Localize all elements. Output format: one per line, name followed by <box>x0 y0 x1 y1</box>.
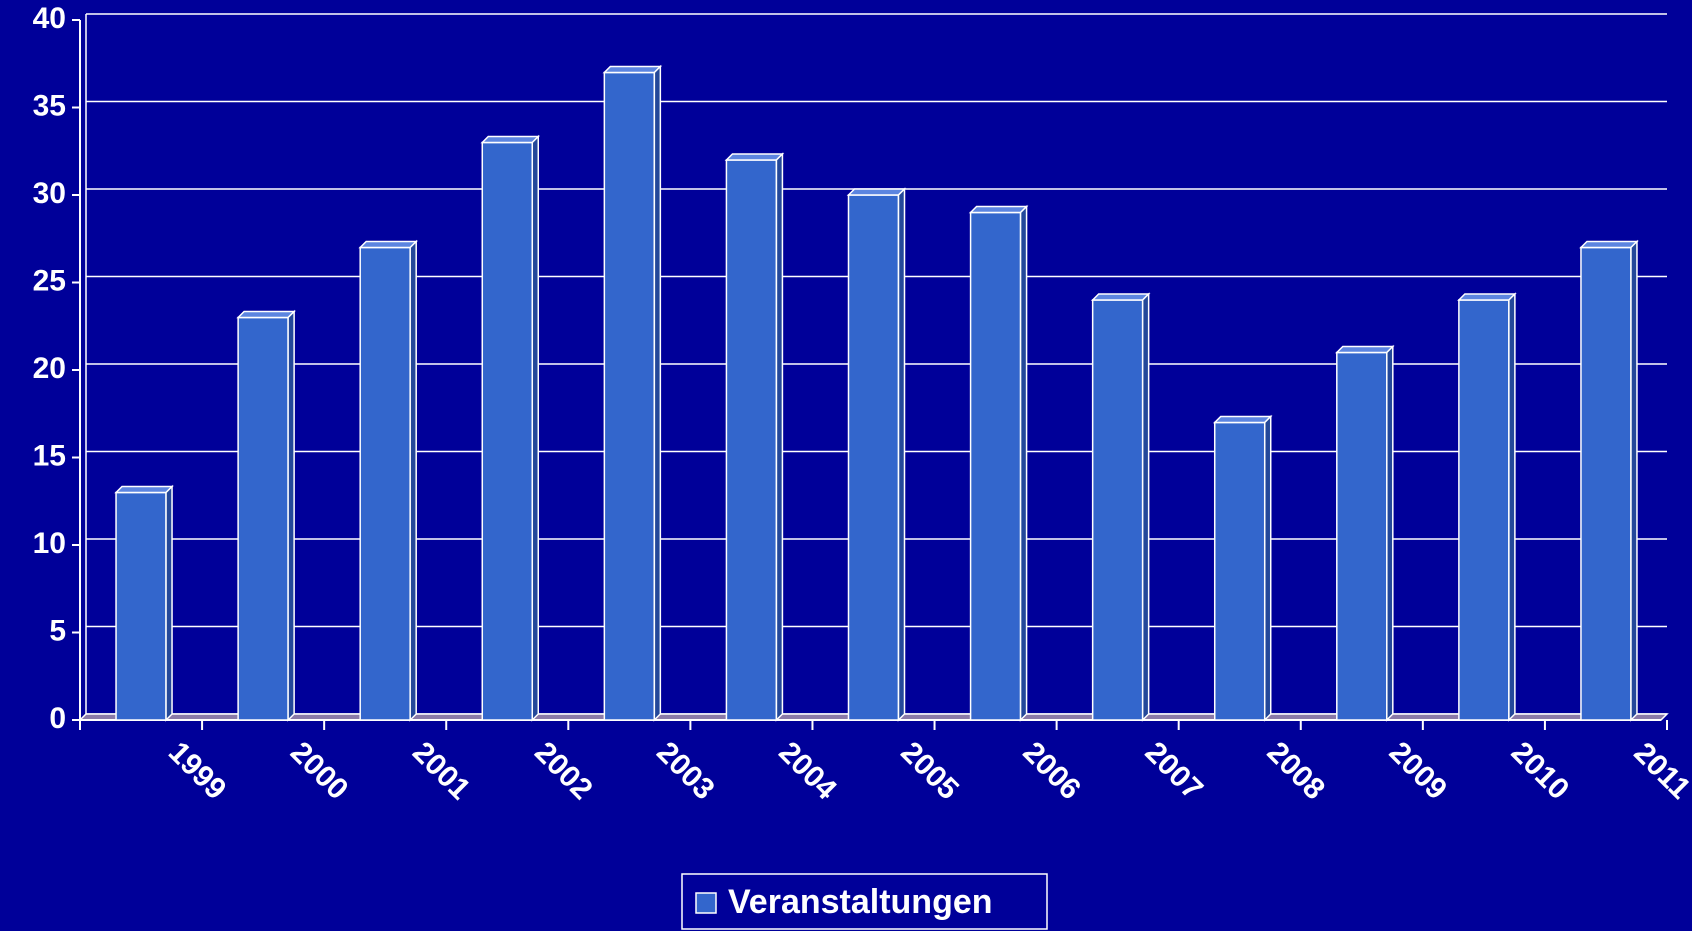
bar-front <box>359 246 411 721</box>
y-tick-label: 30 <box>33 177 66 210</box>
bar-side <box>531 134 540 722</box>
bar-top <box>480 135 541 144</box>
legend-label: Veranstaltungen <box>728 883 993 921</box>
bar-side <box>1630 239 1638 722</box>
bar-side <box>1263 414 1272 722</box>
y-tick-label: 40 <box>33 2 66 35</box>
bar <box>1090 292 1151 722</box>
y-tick-label: 0 <box>49 702 66 735</box>
bar-front <box>115 491 167 721</box>
y-tick-label: 20 <box>33 352 66 385</box>
bar <box>480 134 541 722</box>
bar-side <box>897 187 906 722</box>
y-tick-label: 15 <box>33 439 66 472</box>
bar-side <box>165 484 173 722</box>
legend: Veranstaltungen <box>681 873 1048 930</box>
bar <box>358 239 419 722</box>
bar <box>1212 414 1273 722</box>
bar-front <box>1458 299 1510 721</box>
bar-side <box>409 239 417 722</box>
bar-front <box>237 316 289 721</box>
y-tick-label: 35 <box>33 89 66 122</box>
bar-top <box>1457 293 1517 301</box>
bar-front <box>481 141 534 721</box>
bar-top <box>1212 415 1273 424</box>
bar-front <box>1580 246 1632 721</box>
bar-top <box>1090 293 1151 301</box>
bar-top <box>1579 240 1639 249</box>
bar-front <box>1091 299 1144 721</box>
bar <box>968 204 1029 722</box>
bar-front <box>603 71 656 721</box>
bar <box>602 64 663 722</box>
y-tick-label: 5 <box>49 614 66 647</box>
bar-side <box>287 309 295 722</box>
bar-front <box>725 159 778 721</box>
bar-side <box>653 64 662 722</box>
bar-top <box>114 485 174 494</box>
bar <box>1579 239 1639 722</box>
y-tick-label: 10 <box>33 527 66 560</box>
bar-front <box>1213 421 1266 721</box>
bar <box>1334 344 1395 722</box>
bar-side <box>1508 292 1516 722</box>
bar-side <box>775 152 784 722</box>
bar-top <box>724 153 785 161</box>
bar <box>236 309 296 722</box>
y-tick-label: 25 <box>33 264 66 297</box>
bar-top <box>358 240 419 249</box>
bar-front <box>847 194 900 721</box>
bar-front <box>969 211 1022 721</box>
bar-side <box>1141 292 1150 722</box>
bar-top <box>236 310 296 319</box>
bar <box>846 187 907 722</box>
bar <box>724 152 785 722</box>
bar-side <box>1386 344 1394 722</box>
bar <box>1457 292 1517 722</box>
bar-front <box>1336 351 1388 721</box>
bar-top <box>846 188 907 196</box>
legend-swatch <box>695 892 717 914</box>
bar-top <box>1334 345 1395 354</box>
bar-side <box>1019 204 1028 722</box>
bar <box>114 484 174 722</box>
bar-top <box>968 205 1029 214</box>
bar-top <box>602 65 663 74</box>
legend-box <box>681 873 1048 930</box>
